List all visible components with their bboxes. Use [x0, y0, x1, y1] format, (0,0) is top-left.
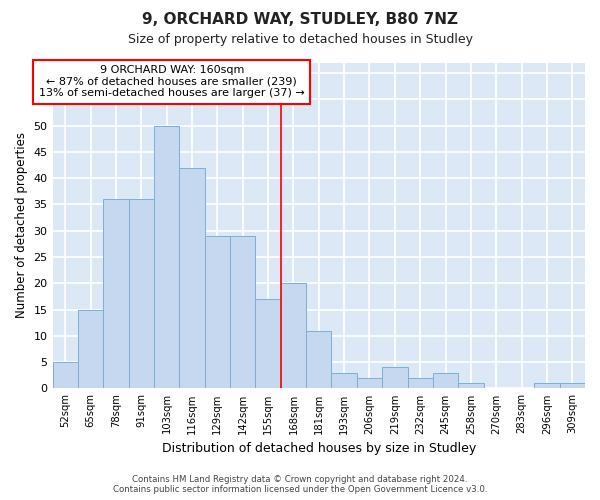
Bar — [179, 168, 205, 388]
Bar — [458, 383, 484, 388]
Bar — [382, 368, 407, 388]
Bar — [357, 378, 382, 388]
Bar — [256, 299, 281, 388]
X-axis label: Distribution of detached houses by size in Studley: Distribution of detached houses by size … — [161, 442, 476, 455]
Text: 9 ORCHARD WAY: 160sqm
← 87% of detached houses are smaller (239)
13% of semi-det: 9 ORCHARD WAY: 160sqm ← 87% of detached … — [39, 65, 305, 98]
Bar — [230, 236, 256, 388]
Bar — [78, 310, 103, 388]
Bar — [306, 330, 331, 388]
Bar — [154, 126, 179, 388]
Bar — [53, 362, 78, 388]
Bar — [433, 372, 458, 388]
Bar — [534, 383, 560, 388]
Y-axis label: Number of detached properties: Number of detached properties — [15, 132, 28, 318]
Bar — [331, 372, 357, 388]
Bar — [407, 378, 433, 388]
Bar — [205, 236, 230, 388]
Bar — [103, 199, 128, 388]
Bar — [128, 199, 154, 388]
Bar — [281, 284, 306, 389]
Text: Size of property relative to detached houses in Studley: Size of property relative to detached ho… — [128, 32, 473, 46]
Text: Contains HM Land Registry data © Crown copyright and database right 2024.
Contai: Contains HM Land Registry data © Crown c… — [113, 474, 487, 494]
Text: 9, ORCHARD WAY, STUDLEY, B80 7NZ: 9, ORCHARD WAY, STUDLEY, B80 7NZ — [142, 12, 458, 28]
Bar — [560, 383, 585, 388]
